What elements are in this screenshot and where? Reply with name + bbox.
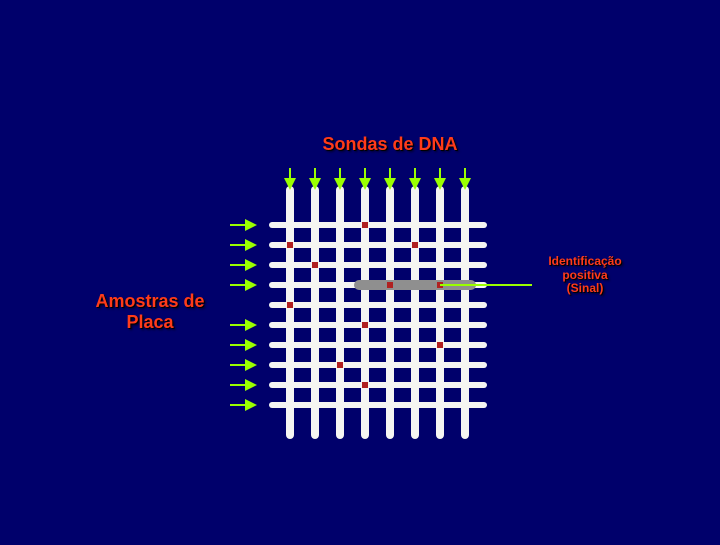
signal-dot-0 [362,222,368,228]
signal-dot-4 [387,282,393,288]
label-top-probes: Sondas de DNA [290,134,490,155]
signal-dot-10 [362,382,368,388]
diagram-stage: Sondas de DNA Amostras de Placa Identifi… [0,0,720,540]
signal-dot-3 [312,262,318,268]
signal-dot-2 [412,242,418,248]
signal-dot-6 [287,302,293,308]
label-left-samples: Amostras de Placa [80,291,220,332]
signal-dot-9 [337,362,343,368]
label-right-positive-id: Identificação positiva (Sinal) [525,255,645,296]
signal-dot-1 [287,242,293,248]
signal-dot-7 [362,322,368,328]
signal-dot-8 [437,342,443,348]
